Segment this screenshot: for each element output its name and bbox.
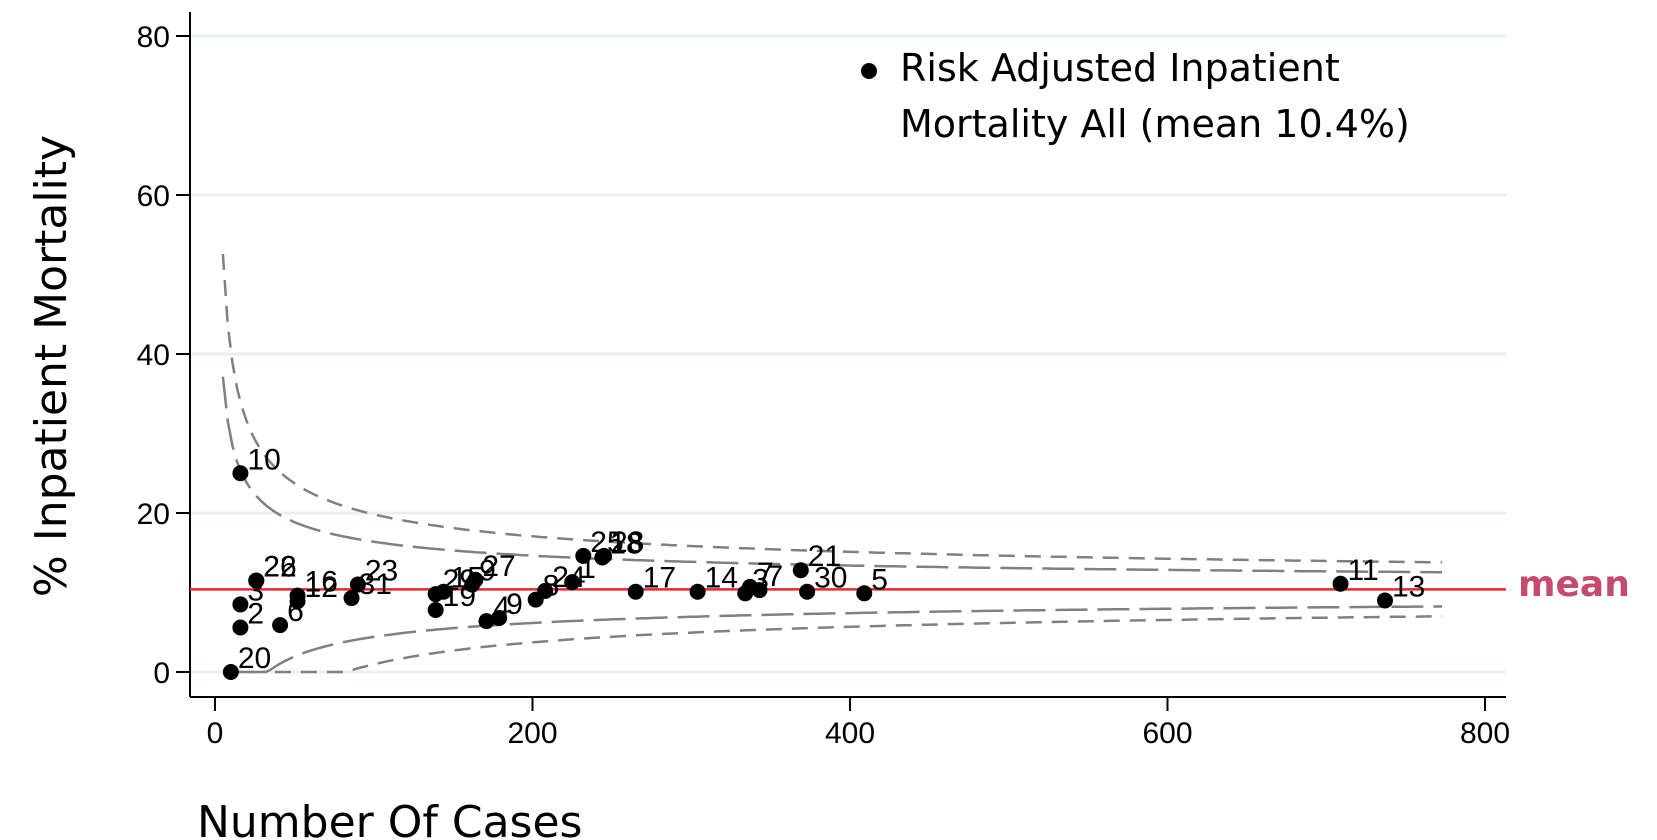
x-tick-label: 800 <box>1460 717 1510 750</box>
data-point <box>856 585 872 601</box>
data-point-label: 26 <box>263 551 296 584</box>
x-tick-label: 400 <box>825 717 875 750</box>
data-point-label: 5 <box>871 563 888 596</box>
data-point <box>232 619 248 635</box>
data-point-label: 6 <box>287 595 304 628</box>
data-point-label: 20 <box>238 642 271 675</box>
x-tick-label: 600 <box>1142 717 1192 750</box>
legend-marker <box>861 63 877 79</box>
data-point <box>793 562 809 578</box>
data-point-label: 11 <box>1348 554 1379 587</box>
data-point <box>1333 576 1349 592</box>
data-point-label: 17 <box>643 562 676 595</box>
x-tick-label: 200 <box>507 717 557 750</box>
data-point-label: 16 <box>305 566 338 599</box>
data-point-label: 14 <box>705 562 738 595</box>
data-point <box>799 584 815 600</box>
legend: Risk Adjusted Inpatient Mortality All (m… <box>861 46 1410 146</box>
data-point <box>232 596 248 612</box>
data-point-label: 3 <box>247 574 264 607</box>
control-limits <box>223 254 1442 672</box>
legend-line-2: Mortality All (mean 10.4%) <box>900 102 1410 146</box>
data-point <box>1377 592 1393 608</box>
y-tick-label: 0 <box>153 657 170 690</box>
data-point <box>628 584 644 600</box>
x-axis-title: Number Of Cases <box>197 797 582 840</box>
y-tick-label: 60 <box>137 180 170 213</box>
data-point-label: 7 <box>767 560 784 593</box>
lower-95-limit <box>223 606 1442 672</box>
y-tick-label: 80 <box>137 21 170 54</box>
data-point-label: 28 <box>611 526 644 559</box>
data-point <box>690 584 706 600</box>
legend-line-1: Risk Adjusted Inpatient <box>900 46 1340 90</box>
data-point-label: 30 <box>814 562 847 595</box>
x-tick-label: 0 <box>207 717 224 750</box>
lower-998-limit <box>223 616 1442 672</box>
data-point <box>428 602 444 618</box>
mean-label: mean <box>1518 564 1630 605</box>
data-point <box>272 617 288 633</box>
data-point-label: 13 <box>1392 570 1425 603</box>
upper-998-limit <box>223 254 1442 562</box>
data-point <box>232 465 248 481</box>
data-point-label: 27 <box>482 550 515 583</box>
y-tick-label: 40 <box>137 339 170 372</box>
data-point <box>223 664 239 680</box>
y-tick-label: 20 <box>137 498 170 531</box>
data-point-label: 23 <box>365 555 398 588</box>
data-point-label: 10 <box>247 443 280 476</box>
data-point-label: 9 <box>506 588 523 621</box>
y-axis-title: % Inpatient Mortality <box>26 135 77 597</box>
